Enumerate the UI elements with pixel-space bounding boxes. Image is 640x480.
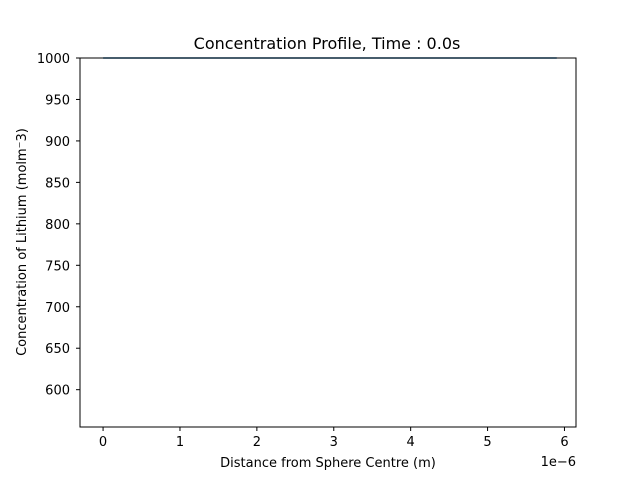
y-tick-label: 650 [45, 342, 70, 357]
y-tick-label: 600 [45, 384, 70, 399]
y-axis-label: Concentration of Lithium (molm⁻3) [15, 128, 30, 356]
y-axis-ticks: 600 650 700 750 800 850 900 950 1000 [37, 52, 80, 399]
y-tick-label: 750 [45, 259, 70, 274]
x-axis-offset-label: 1e−6 [541, 455, 576, 470]
y-tick-label: 950 [45, 93, 70, 108]
x-tick-label: 2 [253, 435, 261, 450]
y-tick-label: 800 [45, 218, 70, 233]
x-axis-ticks: 0 1 2 3 4 5 6 [99, 427, 569, 450]
x-tick-label: 0 [99, 435, 107, 450]
y-tick-label: 850 [45, 176, 70, 191]
x-tick-label: 3 [330, 435, 338, 450]
y-tick-label: 900 [45, 135, 70, 150]
plot-area [79, 57, 577, 428]
y-tick-label: 700 [45, 301, 70, 316]
x-tick-label: 4 [407, 435, 415, 450]
y-tick-label: 1000 [37, 52, 70, 67]
x-tick-label: 6 [560, 435, 568, 450]
chart-title: Concentration Profile, Time : 0.0s [194, 34, 461, 53]
x-tick-label: 5 [483, 435, 491, 450]
x-tick-label: 1 [176, 435, 184, 450]
x-axis-label: Distance from Sphere Centre (m) [220, 456, 436, 471]
plot-frame [79, 57, 577, 428]
